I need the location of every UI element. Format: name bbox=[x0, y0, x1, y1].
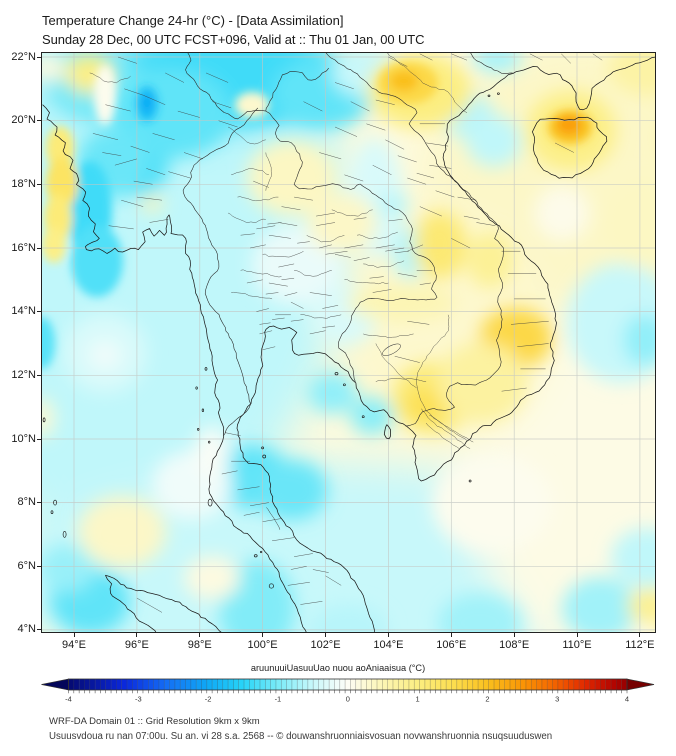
svg-text:-3: -3 bbox=[135, 695, 142, 704]
svg-text:0: 0 bbox=[346, 695, 350, 704]
svg-text:2: 2 bbox=[485, 695, 489, 704]
svg-text:3: 3 bbox=[555, 695, 559, 704]
svg-text:4: 4 bbox=[625, 695, 629, 704]
svg-text:-1: -1 bbox=[275, 695, 282, 704]
svg-text:-4: -4 bbox=[65, 695, 72, 704]
svg-text:1: 1 bbox=[416, 695, 420, 704]
svg-text:-2: -2 bbox=[205, 695, 212, 704]
